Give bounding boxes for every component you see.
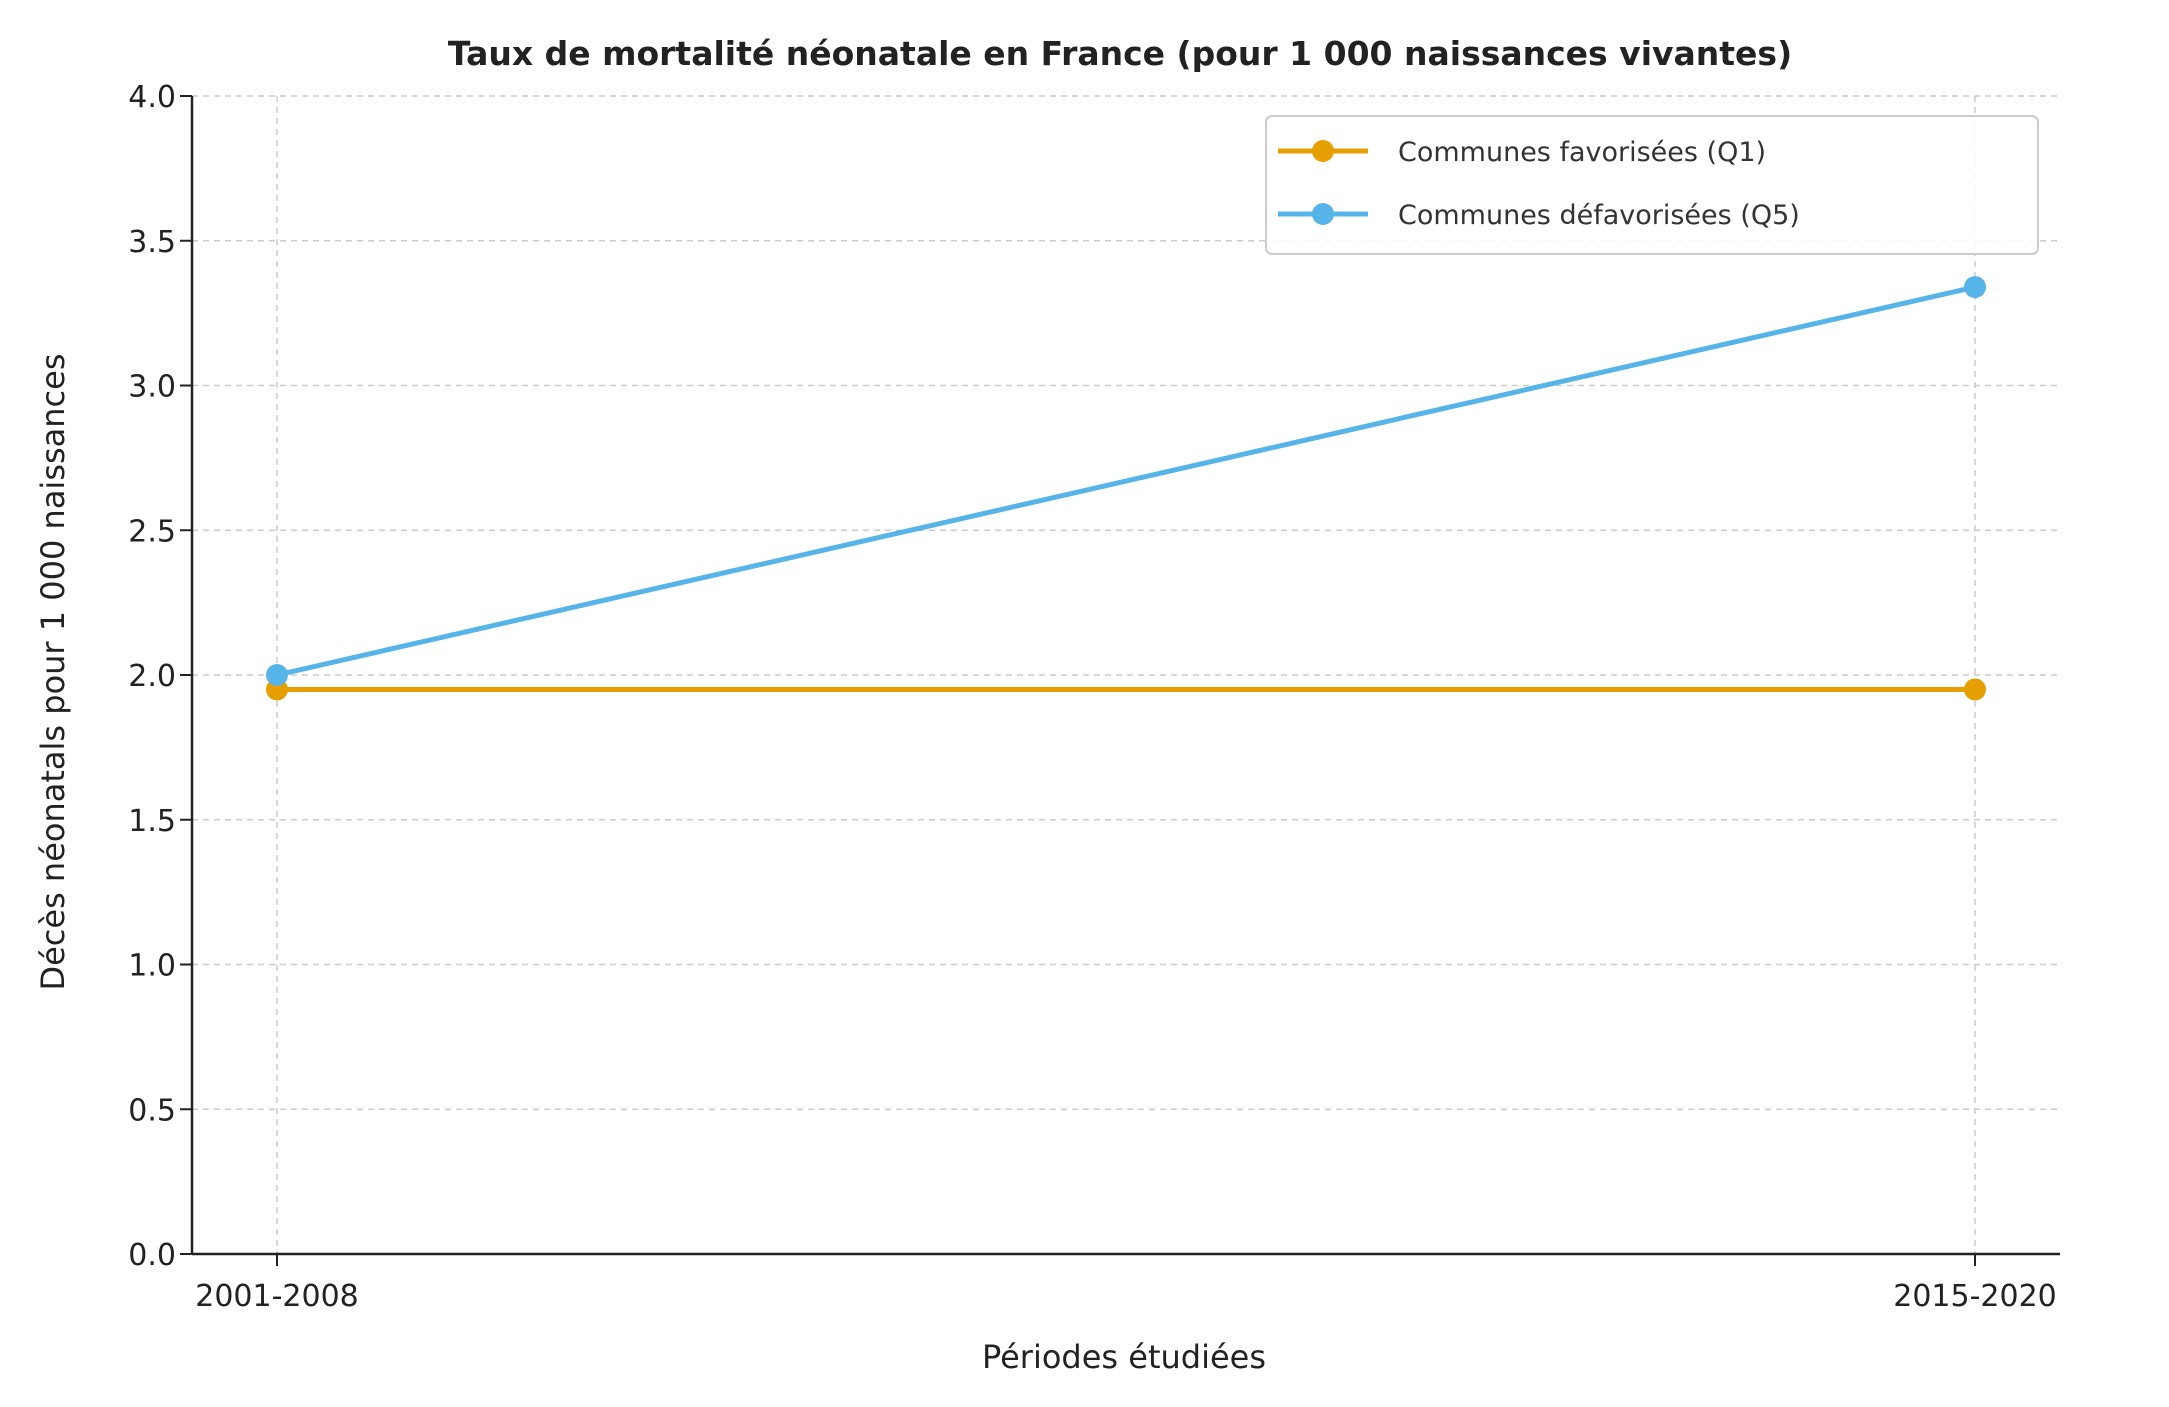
y-tick-label: 4.0 (128, 80, 176, 115)
legend: Communes favorisées (Q1) Communes défavo… (1265, 115, 2039, 255)
y-tick-label: 2.5 (128, 514, 176, 549)
grid (192, 95, 2060, 1255)
legend-label-q5: Communes défavorisées (Q5) (1398, 200, 1800, 231)
y-tick-label: 2.0 (128, 659, 176, 694)
y-tick-label: 3.0 (128, 370, 176, 405)
legend-label-q1: Communes favorisées (Q1) (1398, 137, 1766, 168)
y-tick-label: 1.5 (128, 804, 176, 839)
y-tick-label: 3.5 (128, 225, 176, 260)
y-axis-label: Décès néonatals pour 1 000 naissances (34, 353, 72, 990)
x-tick-label: 2015-2020 (1893, 1279, 2057, 1314)
legend-box (1265, 115, 2039, 255)
y-tick-label: 0.0 (128, 1238, 176, 1273)
legend-marker-q5 (1312, 203, 1334, 225)
data-point-q5 (266, 664, 288, 686)
legend-marker-q1 (1312, 140, 1334, 162)
x-tick-label: 2001-2008 (195, 1279, 359, 1314)
chart-title: Taux de mortalité néonatale en France (p… (448, 34, 1792, 73)
axes (180, 95, 2060, 1266)
x-tick-labels: 2001-2008 2015-2020 (195, 1279, 2057, 1314)
y-tick-label: 0.5 (128, 1093, 176, 1128)
y-tick-label: 1.0 (128, 949, 176, 984)
data-point-q1 (1964, 678, 1986, 701)
data-point-q5 (1964, 276, 1986, 299)
series-group (266, 276, 1986, 701)
y-tick-labels: 0.0 0.5 1.0 1.5 2.0 2.5 3.0 3.5 4.0 (128, 80, 176, 1273)
series-line-q5 (276, 284, 1976, 678)
x-axis-label: Périodes étudiées (982, 1338, 1266, 1376)
